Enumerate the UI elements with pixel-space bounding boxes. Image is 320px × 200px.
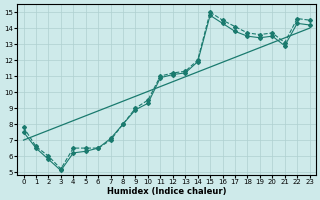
X-axis label: Humidex (Indice chaleur): Humidex (Indice chaleur) — [107, 187, 226, 196]
